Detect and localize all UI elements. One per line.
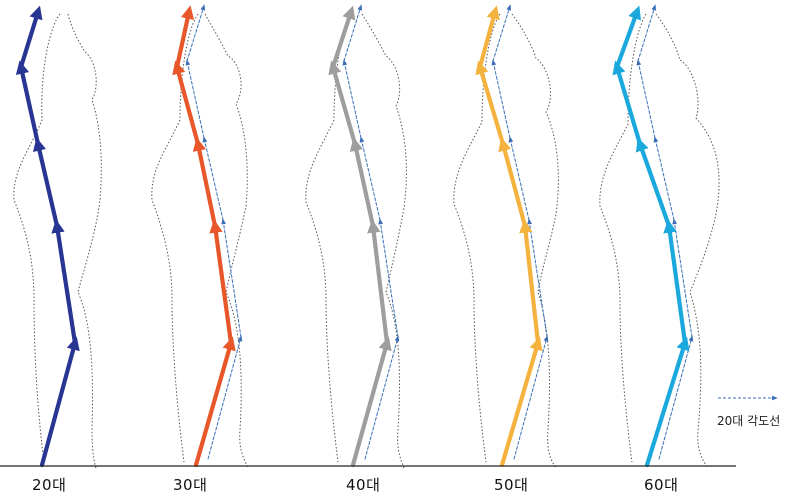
posture-segment-1-4 <box>174 5 195 70</box>
label-40s: 40대 <box>346 476 381 494</box>
reference-segment-1-0 <box>207 335 243 460</box>
posture-segment-0-0 <box>39 336 80 468</box>
posture-segment-1-1 <box>209 219 234 346</box>
legend-label: 20대 각도선 <box>717 414 781 428</box>
reference-segment-4-0 <box>658 335 694 460</box>
posture-segment-2-1 <box>367 219 390 346</box>
body-outline-30s <box>151 13 249 469</box>
posture-segment-4-1 <box>663 219 688 346</box>
reference-segment-1-2 <box>202 136 224 221</box>
posture-segment-0-1 <box>51 219 78 346</box>
posture-segment-2-3 <box>328 60 358 147</box>
reference-segment-2-0 <box>364 335 400 460</box>
posture-segment-4-3 <box>612 60 643 147</box>
label-50s: 50대 <box>494 476 529 494</box>
posture-segment-1-3 <box>172 60 201 147</box>
reference-segment-4-1 <box>672 218 693 338</box>
reference-segment-4-2 <box>653 136 675 221</box>
posture-lines <box>15 5 690 468</box>
posture-segment-4-4 <box>614 5 642 70</box>
posture-segment-1-0 <box>193 336 236 468</box>
posture-segment-3-3 <box>475 60 506 147</box>
reference-segment-3-3 <box>491 59 511 139</box>
body-outline-50s <box>453 13 559 469</box>
reference-segment-1-3 <box>185 59 205 139</box>
reference-segment-4-4 <box>637 4 657 62</box>
body-outline-40s <box>305 13 407 469</box>
reference-segment-4-3 <box>636 59 656 139</box>
reference-segment-2-3 <box>342 59 362 139</box>
posture-segment-1-2 <box>192 137 218 229</box>
posture-segment-3-1 <box>519 219 541 346</box>
reference-segment-1-1 <box>221 218 242 338</box>
reference-segment-3-0 <box>513 335 549 460</box>
posture-segment-4-2 <box>635 137 672 229</box>
reference-segment-2-1 <box>378 218 399 338</box>
reference-segment-2-2 <box>359 136 381 221</box>
body-outlines <box>13 13 720 469</box>
label-30s: 30대 <box>173 476 208 494</box>
posture-segment-4-0 <box>644 336 690 468</box>
label-60s: 60대 <box>644 476 679 494</box>
posture-segment-2-4 <box>330 5 356 70</box>
posture-segment-3-2 <box>498 137 528 229</box>
body-outline-60s <box>599 13 720 469</box>
posture-segment-0-3 <box>15 60 41 147</box>
posture-segment-0-2 <box>32 137 60 229</box>
reference-segment-2-4 <box>343 4 363 62</box>
posture-segment-2-0 <box>350 336 392 468</box>
posture-segment-0-4 <box>18 5 43 70</box>
posture-segment-2-2 <box>349 137 376 229</box>
posture-segment-3-0 <box>499 336 543 468</box>
posture-segment-3-4 <box>477 5 500 70</box>
reference-segment-3-4 <box>492 4 512 62</box>
reference-segment-3-1 <box>527 218 548 338</box>
label-20s: 20대 <box>32 476 67 494</box>
reference-lines <box>185 4 694 460</box>
body-outline-20s <box>13 13 102 469</box>
reference-segment-1-4 <box>186 4 206 62</box>
reference-segment-3-2 <box>508 136 530 221</box>
